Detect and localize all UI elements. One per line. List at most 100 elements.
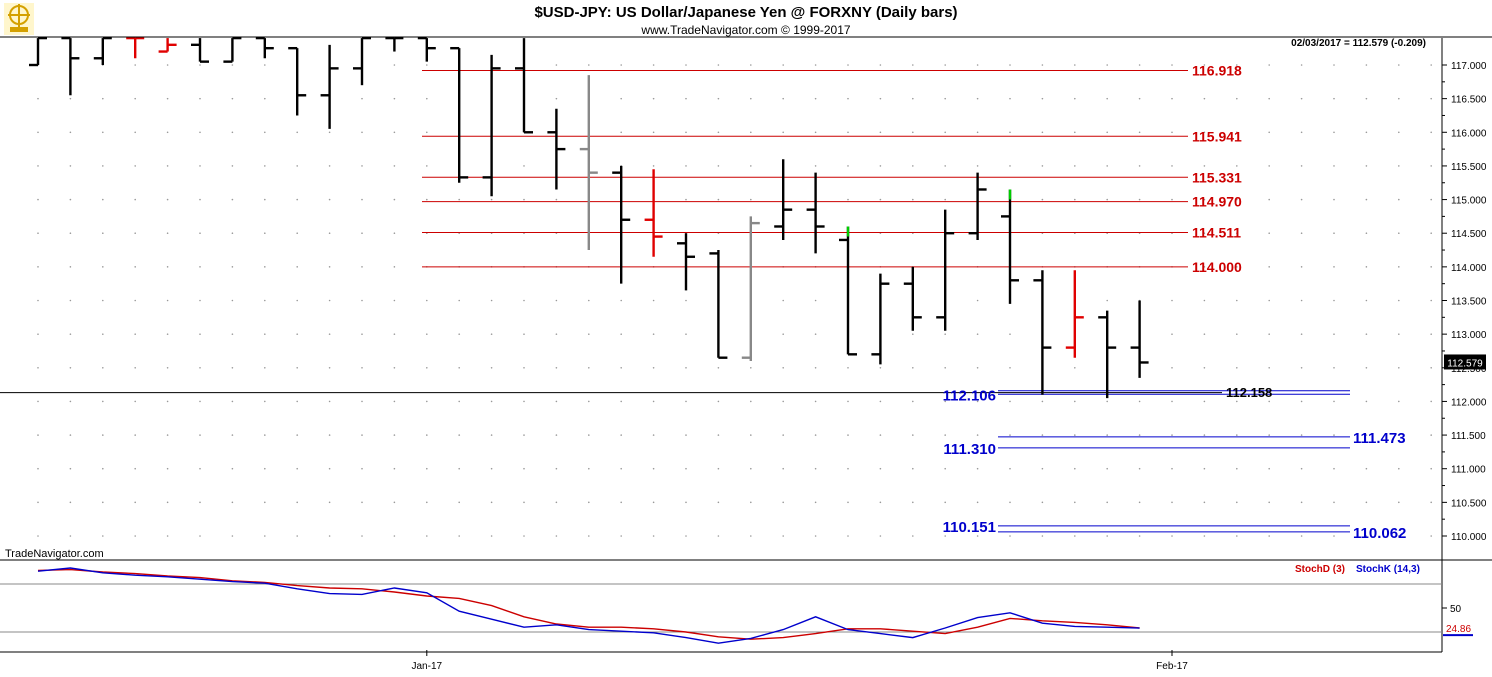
- grid-dot: [1398, 64, 1400, 66]
- grid-dot: [328, 266, 331, 268]
- grid-dot: [1236, 467, 1238, 470]
- grid-dot: [1138, 501, 1141, 504]
- grid-dot: [361, 400, 363, 403]
- grid-dot: [1333, 501, 1335, 504]
- grid-dot: [1333, 165, 1335, 167]
- grid-dot: [69, 97, 72, 100]
- grid-dot: [847, 366, 849, 369]
- y-tick-label: 113.500: [1451, 297, 1487, 308]
- grid-dot: [1268, 434, 1270, 436]
- grid-dot: [879, 501, 882, 504]
- grid-dot: [944, 501, 946, 504]
- grid-dot: [814, 333, 817, 335]
- y-tick-label: 111.500: [1451, 431, 1486, 442]
- grid-dot: [1074, 366, 1076, 369]
- grid-dot: [1430, 535, 1432, 537]
- grid-dot: [1041, 97, 1044, 100]
- y-tick-label: 115.000: [1451, 196, 1487, 207]
- grid-dot: [296, 400, 299, 403]
- grid-dot: [1300, 131, 1303, 134]
- grid-dot: [199, 434, 201, 436]
- grid-dot: [523, 535, 525, 537]
- grid-dot: [490, 198, 493, 201]
- grid-dot: [296, 299, 299, 302]
- grid-dot: [69, 232, 72, 235]
- grid-dot: [685, 64, 687, 66]
- grid-dot: [523, 501, 525, 504]
- grid-dot: [426, 400, 428, 403]
- grid-dot: [976, 165, 979, 167]
- grid-dot: [1236, 266, 1238, 268]
- grid-dot: [1365, 266, 1368, 268]
- grid-dot: [328, 535, 331, 537]
- ohlc-bar: [1033, 270, 1052, 395]
- grid-dot: [750, 400, 752, 403]
- grid-dot: [944, 535, 946, 537]
- grid-dot: [1365, 198, 1368, 201]
- grid-dot: [426, 366, 428, 369]
- ohlc-bar: [93, 36, 112, 65]
- grid-dot: [685, 131, 687, 134]
- grid-dot: [166, 131, 169, 134]
- grid-dot: [1106, 131, 1108, 134]
- grid-dot: [166, 501, 169, 504]
- grid-dot: [1398, 535, 1400, 537]
- grid-dot: [912, 131, 914, 134]
- grid-dot: [814, 165, 817, 167]
- grid-dot: [1268, 97, 1270, 100]
- grid-dot: [296, 434, 299, 436]
- grid-dot: [102, 400, 104, 403]
- support-label-left: 112.106: [943, 387, 996, 404]
- grid-dot: [750, 131, 752, 134]
- grid-dot: [1041, 434, 1044, 436]
- grid-dot: [69, 501, 72, 504]
- grid-dot: [814, 535, 817, 537]
- grid-dot: [879, 366, 882, 369]
- grid-dot: [1171, 165, 1173, 167]
- grid-dot: [1236, 131, 1238, 134]
- grid-dot: [685, 400, 687, 403]
- grid-dot: [426, 299, 428, 302]
- ohlc-bar: [320, 44, 339, 129]
- grid-dot: [685, 467, 687, 470]
- grid-dot: [426, 535, 428, 537]
- grid-dot: [717, 434, 720, 436]
- y-tick-label: 113.000: [1451, 330, 1487, 341]
- grid-dot: [1430, 198, 1432, 201]
- grid-dot: [879, 165, 882, 167]
- grid-dot: [588, 64, 590, 66]
- grid-dot: [1236, 97, 1238, 100]
- grid-dot: [426, 434, 428, 436]
- grid-dot: [1138, 97, 1141, 100]
- grid-dot: [879, 131, 882, 134]
- grid-dot: [134, 266, 136, 268]
- grid-dot: [1300, 535, 1303, 537]
- grid-dot: [296, 535, 299, 537]
- grid-dot: [393, 232, 396, 235]
- grid-dot: [1300, 266, 1303, 268]
- grid-dot: [199, 266, 201, 268]
- grid-dot: [944, 64, 946, 66]
- grid-dot: [231, 97, 234, 100]
- grid-dot: [555, 198, 558, 201]
- grid-dot: [134, 131, 136, 134]
- grid-dot: [166, 333, 169, 335]
- grid-dot: [199, 467, 201, 470]
- grid-dot: [1009, 131, 1011, 134]
- grid-dot: [685, 366, 687, 369]
- grid-dot: [814, 467, 817, 470]
- grid-dot: [1333, 299, 1335, 302]
- grid-dot: [264, 333, 266, 335]
- grid-dot: [458, 400, 461, 403]
- grid-dot: [1398, 97, 1400, 100]
- grid-dot: [620, 64, 622, 66]
- grid-dot: [717, 400, 720, 403]
- grid-dot: [393, 501, 396, 504]
- grid-dot: [490, 366, 493, 369]
- grid-dot: [458, 333, 461, 335]
- grid-dot: [1009, 434, 1011, 436]
- grid-dot: [879, 434, 882, 436]
- grid-dot: [264, 198, 266, 201]
- grid-dot: [976, 97, 979, 100]
